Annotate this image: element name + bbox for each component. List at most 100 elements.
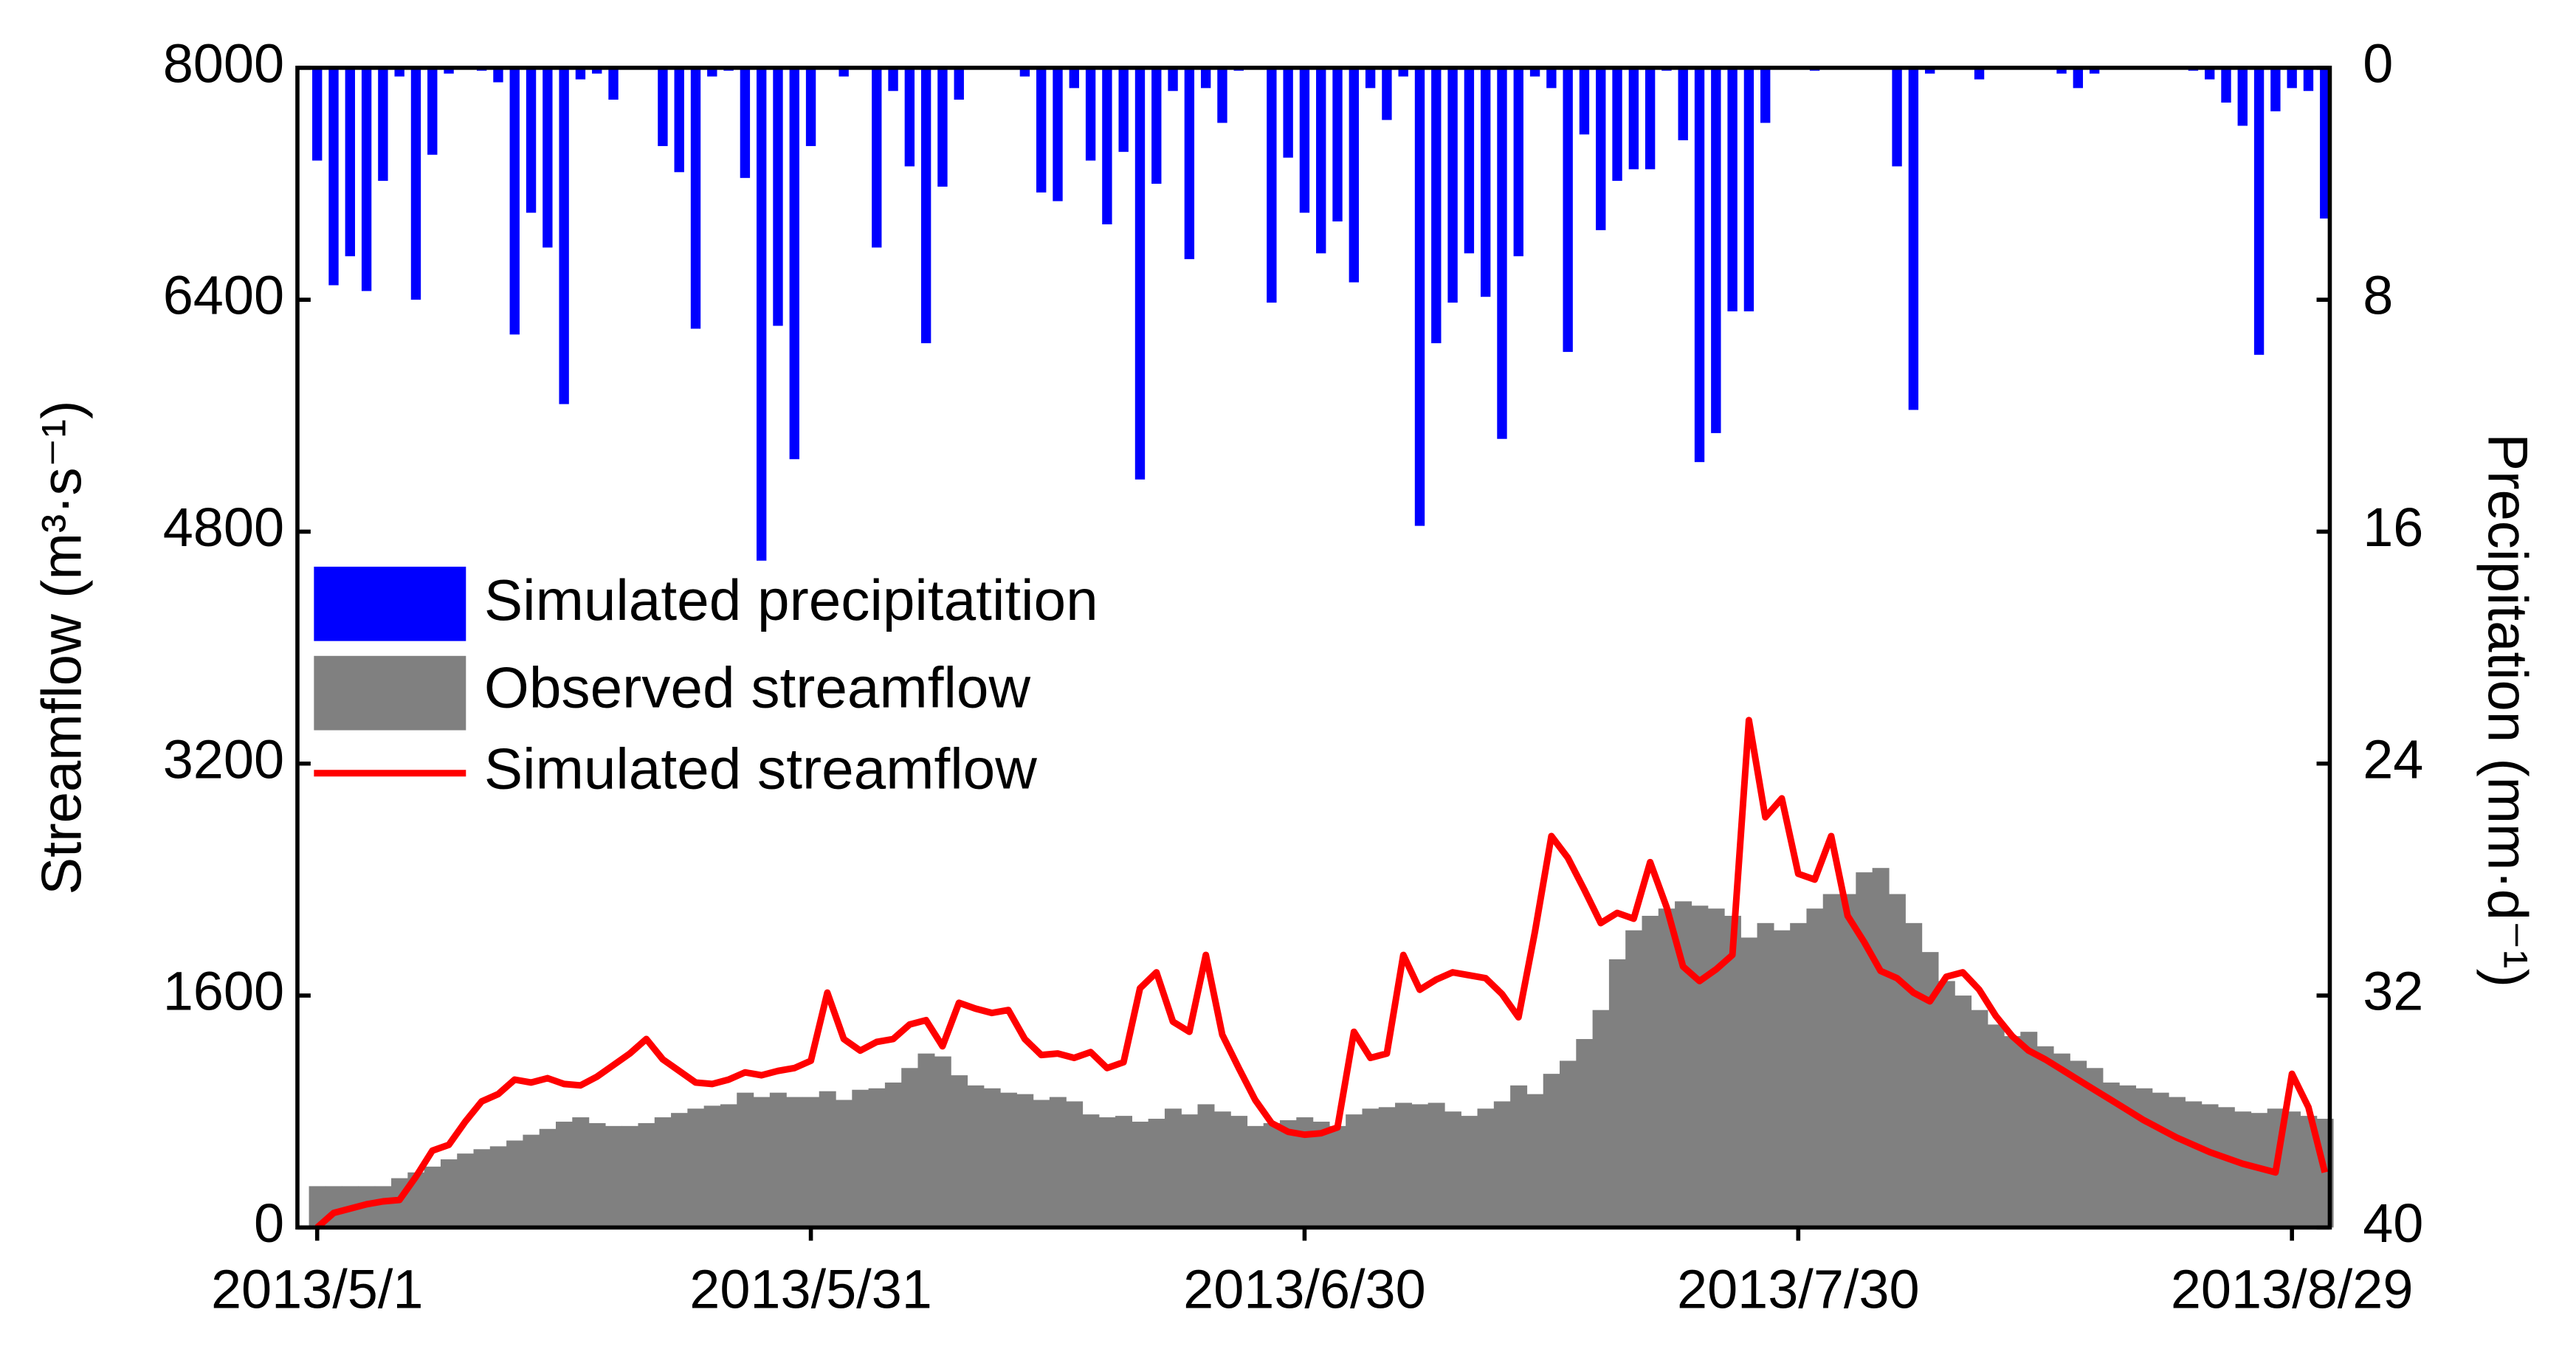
observed-bar — [1790, 922, 1808, 1228]
precip-bar — [1299, 67, 1310, 213]
observed-bar — [1592, 1010, 1610, 1228]
y2-axis-title: Precipitation (mm·d⁻¹) — [2476, 433, 2538, 987]
precip-bar — [345, 67, 355, 257]
observed-bar — [1395, 1103, 1413, 1228]
precip-bar — [937, 67, 948, 187]
observed-bar — [983, 1088, 1001, 1228]
precip-bar — [773, 67, 783, 326]
precip-bar — [674, 67, 684, 173]
observed-bar — [1938, 981, 1955, 1228]
y-tick-label: 1600 — [163, 961, 284, 1022]
y2-tick-label: 40 — [2363, 1193, 2423, 1254]
precip-bar — [2237, 67, 2248, 126]
observed-bar — [1955, 995, 1972, 1228]
precip-bar — [1069, 67, 1079, 89]
precip-bar — [1332, 67, 1343, 222]
observed-bar — [1181, 1114, 1199, 1228]
observed-bar — [1230, 1116, 1248, 1228]
precip-bar — [1743, 67, 1754, 311]
precip-bar — [658, 67, 668, 146]
observed-bar — [588, 1122, 606, 1228]
observed-bar — [1839, 894, 1857, 1228]
precip-bar — [1151, 67, 1162, 184]
observed-bar — [999, 1092, 1017, 1228]
observed-bar — [737, 1092, 754, 1228]
observed-bar — [621, 1125, 639, 1228]
x-tick-label: 2013/6/30 — [1183, 1258, 1426, 1319]
observed-bar — [506, 1140, 524, 1228]
y-tick-label: 3200 — [163, 728, 284, 790]
y-tick-label: 8000 — [163, 32, 284, 94]
observed-bar — [1132, 1121, 1149, 1228]
observed-bar — [424, 1166, 441, 1228]
observed-bar — [605, 1125, 622, 1228]
precip-bar — [1546, 67, 1557, 89]
precip-bar — [1168, 67, 1178, 92]
observed-bar — [917, 1053, 935, 1228]
y2-tick-label: 16 — [2363, 497, 2423, 558]
precip-bar — [1563, 67, 1573, 352]
precip-bar — [1974, 67, 1985, 80]
precip-bar — [920, 67, 931, 344]
precip-bar — [1645, 67, 1656, 170]
precip-bar — [1316, 67, 1326, 254]
observed-bar — [1378, 1107, 1396, 1228]
precip-bar — [1267, 67, 1277, 303]
x-tick-label: 2013/5/1 — [211, 1258, 424, 1319]
observed-bar — [1082, 1114, 1100, 1228]
precip-bar — [2253, 67, 2265, 355]
observed-bar — [1543, 1074, 1560, 1228]
observed-bar — [1263, 1122, 1281, 1228]
observed-bar — [523, 1134, 540, 1228]
observed-bar — [309, 1186, 326, 1228]
observed-bar — [2036, 1046, 2054, 1228]
precip-bar — [1892, 67, 1902, 167]
observed-bar — [1428, 1103, 1445, 1228]
y-axis-title: Streamflow (m³·s⁻¹) — [31, 401, 94, 895]
observed-bar — [671, 1113, 689, 1228]
precip-bar — [1184, 67, 1195, 260]
y-tick-label: 4800 — [163, 497, 284, 558]
precip-bar — [690, 67, 701, 329]
precip-bar — [444, 67, 454, 74]
precip-bar — [707, 67, 717, 77]
observed-bar — [2152, 1092, 2169, 1228]
x-tick-label: 2013/8/29 — [2171, 1258, 2414, 1319]
observed-bar — [852, 1089, 869, 1228]
precip-bar — [872, 67, 882, 248]
observed-bar — [1493, 1101, 1511, 1228]
observed-bar — [1115, 1116, 1133, 1228]
precip-bar — [543, 67, 553, 248]
precip-bar — [410, 67, 421, 300]
observed-bar — [1526, 1094, 1544, 1228]
observed-bar — [2185, 1101, 2203, 1228]
observed-bar — [720, 1104, 737, 1228]
observed-bar — [1856, 872, 1873, 1228]
observed-bar — [457, 1153, 475, 1228]
plot-frame — [295, 66, 2332, 1230]
precip-bar — [2303, 67, 2314, 92]
simulated-line — [314, 717, 2329, 1230]
precip-bar — [805, 67, 816, 146]
observed-bar — [1707, 908, 1725, 1228]
precip-bar — [2205, 67, 2215, 80]
observed-bar — [2119, 1085, 2137, 1228]
precip-bar — [1612, 67, 1622, 182]
observed-bar — [2053, 1053, 2070, 1228]
observed-bar — [1049, 1097, 1067, 1228]
observed-bar — [2201, 1104, 2219, 1228]
observed-bar — [1888, 894, 1906, 1228]
observed-bar — [1822, 894, 1840, 1228]
precip-bar — [1760, 67, 1771, 123]
precip-bar — [1711, 67, 1721, 433]
y2-tick-label: 32 — [2363, 961, 2423, 1022]
observed-bar — [1757, 922, 1774, 1228]
precip-bar — [1085, 67, 1096, 161]
precip-bar — [2073, 67, 2084, 89]
observed-bar — [868, 1088, 886, 1228]
precip-bar — [1053, 67, 1063, 201]
observed-bar — [1197, 1104, 1215, 1228]
legend-label: Simulated precipitatition — [484, 567, 1098, 632]
precip-bar — [592, 67, 602, 74]
